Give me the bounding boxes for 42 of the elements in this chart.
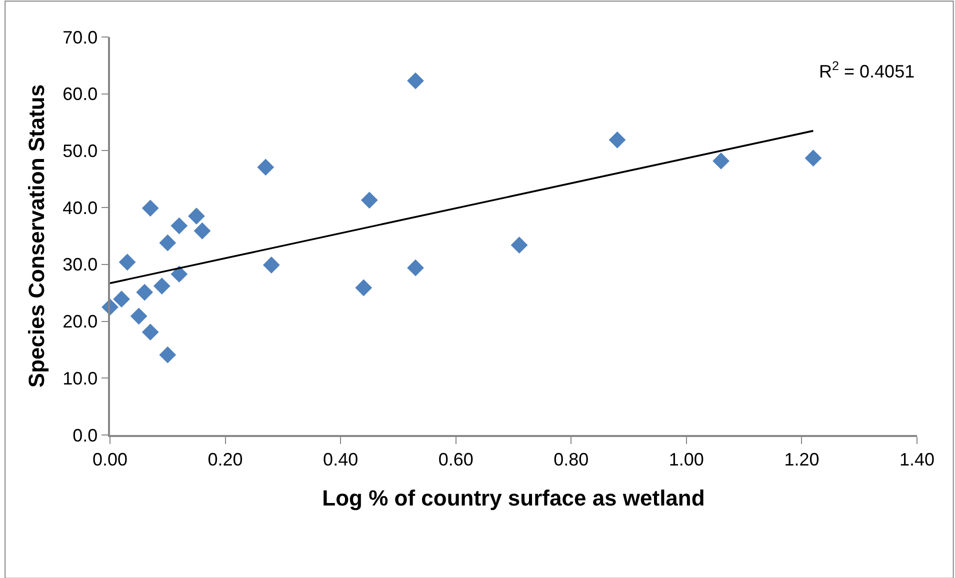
point: [130, 308, 148, 325]
y-tick-label: 50.0: [62, 141, 98, 162]
x-tick-label: 1.40: [899, 449, 935, 470]
point: [712, 152, 730, 170]
point: [170, 266, 188, 283]
x-tick-label: 0.20: [208, 449, 243, 470]
x-tick-label: 0.60: [438, 449, 474, 470]
point: [142, 324, 159, 341]
y-tick-label: 70.0: [62, 27, 98, 48]
x-tick-label: 1.20: [784, 449, 820, 470]
point: [257, 158, 274, 176]
x-tick-label: 0.00: [92, 449, 128, 470]
y-tick-label: 10.0: [62, 368, 98, 388]
y-tick-label: 60.0: [62, 84, 98, 104]
y-tick-label: 40.0: [62, 198, 98, 218]
point: [407, 259, 424, 276]
point: [510, 236, 528, 254]
point: [118, 254, 136, 271]
y-tick-label: 0.0: [72, 425, 98, 446]
point: [194, 222, 211, 240]
point: [159, 234, 176, 252]
point: [113, 290, 130, 308]
x-tick-label: 0.40: [323, 449, 358, 470]
annotation: R$^{2}$ = 0.4051: [819, 59, 915, 82]
x-axis-title: Log % of country surface as wetland: [322, 486, 705, 511]
point: [153, 278, 170, 294]
y-tick-label: 20.0: [62, 312, 98, 332]
point: [804, 150, 822, 167]
point: [188, 208, 205, 225]
point: [142, 200, 159, 217]
point: [159, 346, 176, 364]
point: [262, 256, 280, 274]
point: [136, 284, 154, 301]
point: [170, 217, 188, 234]
point: [355, 279, 372, 296]
point: [608, 131, 626, 148]
x-tick-label: 0.80: [554, 449, 589, 470]
point: [360, 192, 378, 209]
point: [407, 72, 424, 90]
y-axis-title: Species Conservation Status: [24, 84, 49, 388]
x-tick-label: 1.00: [668, 449, 704, 470]
y-tick-label: 30.0: [62, 254, 98, 275]
